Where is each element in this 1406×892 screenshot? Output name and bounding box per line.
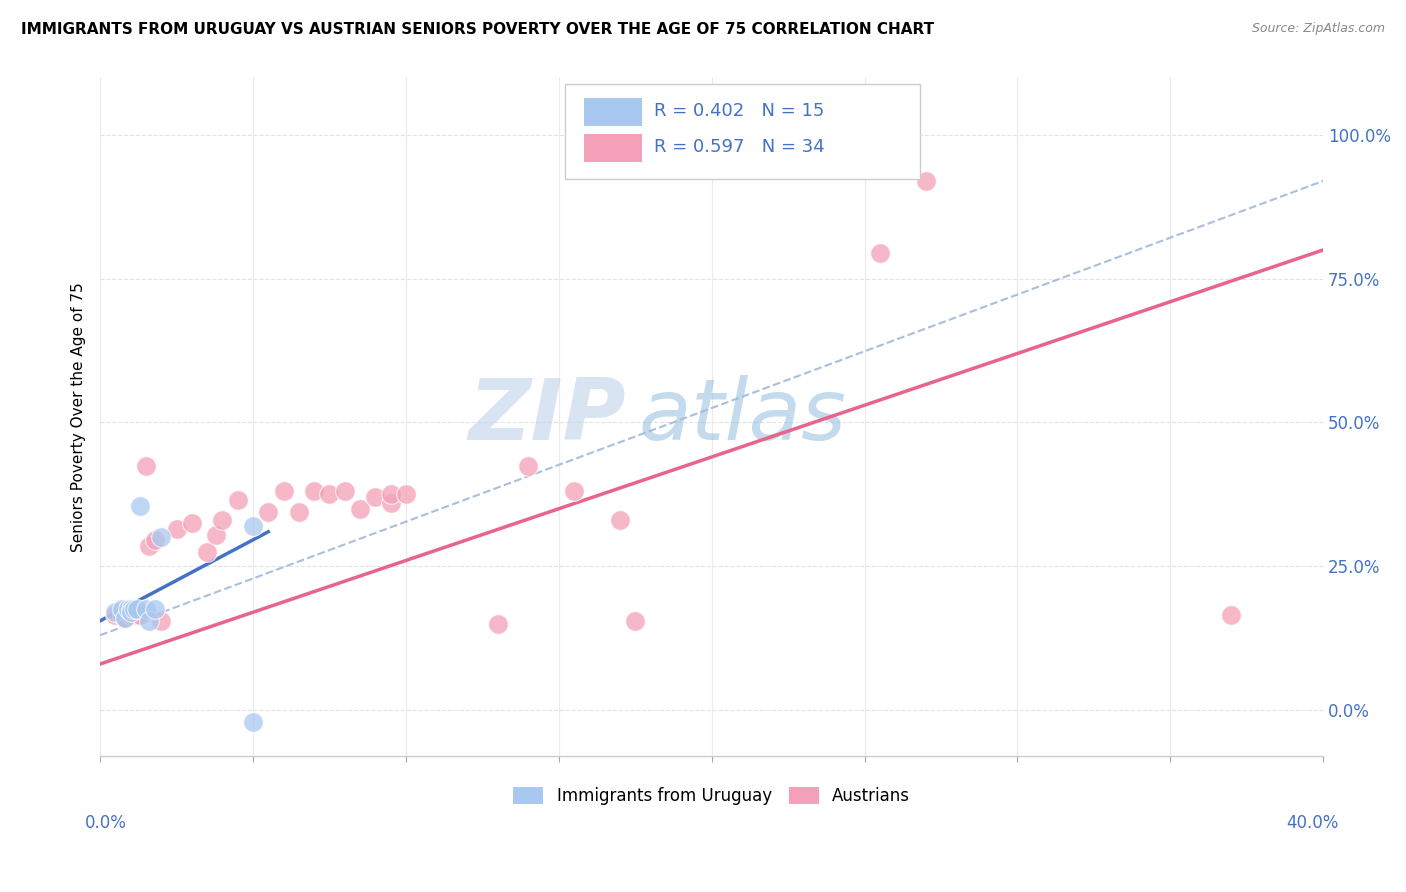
Point [114,611,136,625]
Point [609,513,631,527]
Point [138,614,160,628]
Point [869,245,891,260]
Point [120,602,142,616]
Point [135,602,157,616]
Text: 40.0%: 40.0% [1286,814,1339,831]
Point [114,611,136,625]
Point [125,608,148,623]
Point [242,714,264,729]
Point [180,516,202,530]
Legend: Immigrants from Uruguay, Austrians: Immigrants from Uruguay, Austrians [506,780,917,812]
Text: 0.0%: 0.0% [84,814,127,831]
Point [914,174,936,188]
Point [288,505,311,519]
Point [143,533,166,548]
Text: R = 0.597   N = 34: R = 0.597 N = 34 [654,138,825,156]
Point [395,487,418,501]
Point [333,484,356,499]
Text: atlas: atlas [638,376,846,458]
Point [486,616,509,631]
Point [117,602,139,616]
FancyBboxPatch shape [585,98,643,126]
FancyBboxPatch shape [585,135,643,161]
Point [226,493,249,508]
Text: ZIP: ZIP [468,376,626,458]
Point [120,605,142,619]
Point [562,484,585,499]
Point [110,608,132,623]
Point [517,458,540,473]
Point [104,608,127,623]
Point [380,487,402,501]
Point [302,484,325,499]
Point [143,602,166,616]
FancyBboxPatch shape [565,84,920,179]
Point [138,539,160,553]
Point [104,605,127,619]
Point [195,545,218,559]
Point [380,496,402,510]
Point [150,614,173,628]
Point [166,522,188,536]
Point [110,602,132,616]
Point [122,602,145,616]
Point [242,519,264,533]
Point [128,608,150,623]
Point [273,484,295,499]
Point [257,505,280,519]
Point [205,527,228,541]
Point [150,531,173,545]
Y-axis label: Seniors Poverty Over the Age of 75: Seniors Poverty Over the Age of 75 [72,282,86,551]
Point [364,490,387,504]
Text: IMMIGRANTS FROM URUGUAY VS AUSTRIAN SENIORS POVERTY OVER THE AGE OF 75 CORRELATI: IMMIGRANTS FROM URUGUAY VS AUSTRIAN SENI… [21,22,934,37]
Point [349,501,371,516]
Point [128,499,150,513]
Text: Source: ZipAtlas.com: Source: ZipAtlas.com [1251,22,1385,36]
Point [120,608,142,623]
Point [125,602,148,616]
Point [117,602,139,616]
Point [624,614,647,628]
Point [1220,608,1243,623]
Point [318,487,340,501]
Text: R = 0.402   N = 15: R = 0.402 N = 15 [654,103,824,120]
Point [211,513,233,527]
Point [135,458,157,473]
